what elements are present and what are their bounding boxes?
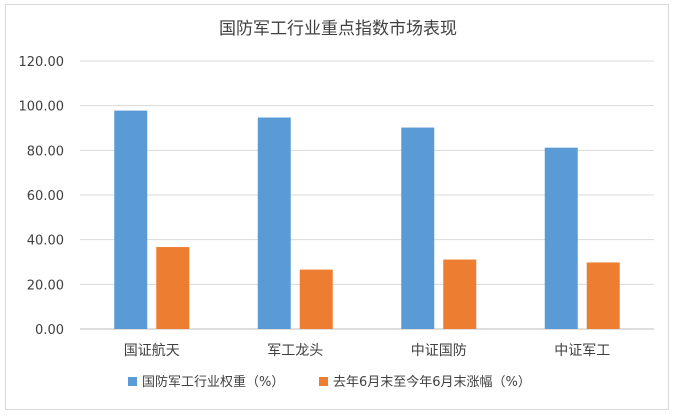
y-tick-label: 40.00 [27,234,64,249]
bars [114,110,620,330]
bar-gain [299,269,333,329]
legend-swatch [319,377,328,386]
x-category-label: 国证航天 [124,343,180,359]
legend-label: 去年6月末至今年6月末涨幅（%） [333,374,531,390]
x-axis-categories: 国证航天 军工龙头 中证国防 中证军工 [124,343,611,359]
legend-swatch [128,377,137,386]
bar-weight [114,110,148,329]
bar-gain [443,259,477,329]
y-tick-label: 60.00 [27,189,64,204]
y-tick-label: 80.00 [27,144,64,159]
bar-gain [156,247,190,329]
y-axis-ticks: 0.00 20.00 40.00 60.00 80.00 100.00 120.00 [19,55,65,338]
y-tick-label: 0.00 [35,323,64,338]
x-category-label: 中证国防 [411,343,467,359]
x-category-label: 军工龙头 [267,343,323,359]
bar-weight [401,127,435,329]
bar-weight [544,147,578,329]
bar-weight [257,117,291,330]
legend: 国防军工行业权重（%） 去年6月末至今年6月末涨幅（%） [128,374,531,390]
legend-label: 国防军工行业权重（%） [142,374,284,390]
y-tick-label: 120.00 [19,55,65,70]
x-category-label: 中证军工 [554,343,610,359]
y-tick-label: 20.00 [27,278,64,293]
y-tick-label: 100.00 [19,100,65,115]
chart-title: 国防军工行业重点指数市场表现 [219,19,457,39]
bar-gain [586,262,620,329]
